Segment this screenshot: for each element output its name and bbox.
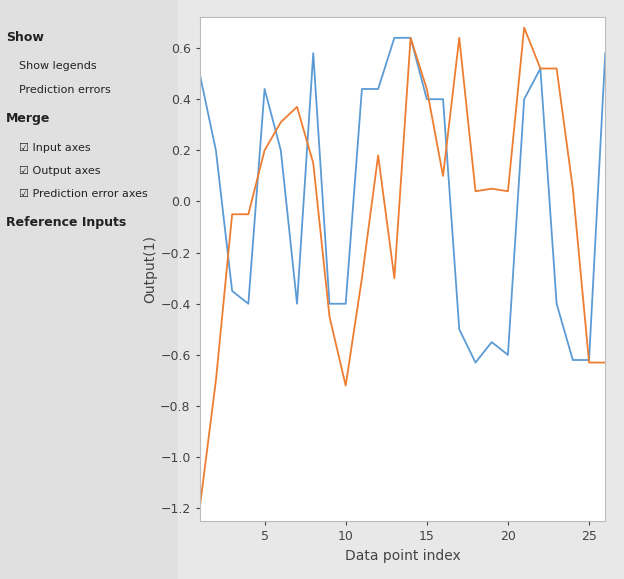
Text: ☑ Input axes: ☑ Input axes [19, 142, 90, 152]
Text: ☑ Prediction error axes: ☑ Prediction error axes [19, 189, 147, 199]
Text: Merge: Merge [6, 112, 51, 124]
Text: ☑ Output axes: ☑ Output axes [19, 166, 100, 175]
Text: Show legends: Show legends [19, 61, 96, 71]
Y-axis label: Output(1): Output(1) [144, 235, 157, 303]
X-axis label: Data point index: Data point index [344, 549, 461, 563]
Text: Reference Inputs: Reference Inputs [6, 216, 127, 229]
Text: Prediction errors: Prediction errors [19, 85, 110, 94]
Text: Show: Show [6, 31, 44, 43]
